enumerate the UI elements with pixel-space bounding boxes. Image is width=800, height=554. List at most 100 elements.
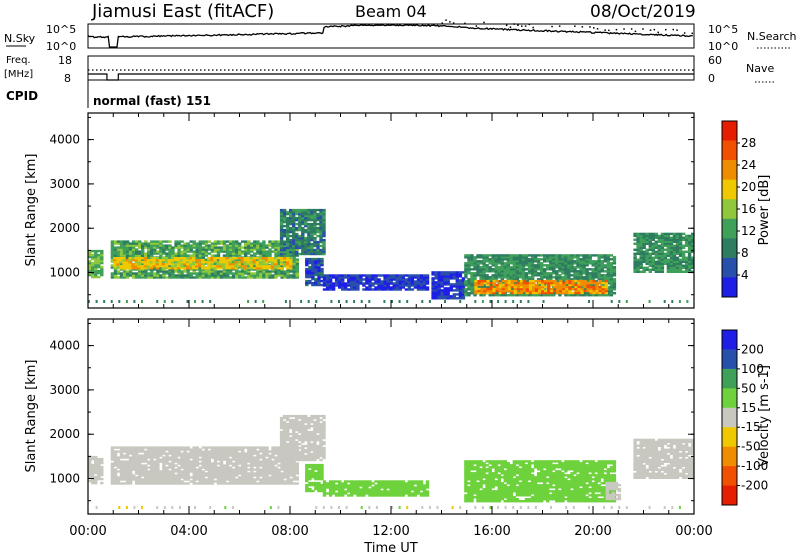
heatmap-cell bbox=[497, 254, 501, 257]
heatmap-cell bbox=[464, 256, 468, 259]
heatmap-cell bbox=[609, 278, 614, 281]
heatmap-cell bbox=[265, 448, 269, 451]
heatmap-cell bbox=[536, 260, 541, 263]
heatmap-cell bbox=[606, 254, 610, 257]
heatmap-cell bbox=[219, 267, 223, 270]
heatmap-cell bbox=[292, 272, 296, 275]
heatmap-cell bbox=[150, 452, 154, 455]
heatmap-cell bbox=[612, 270, 617, 273]
heatmap-cell bbox=[88, 273, 92, 277]
heatmap-cell bbox=[189, 254, 193, 257]
heatmap-cell bbox=[147, 274, 151, 277]
heatmap-cell bbox=[570, 278, 574, 281]
heatmap-cell bbox=[461, 281, 466, 284]
heatmap-cell bbox=[295, 268, 299, 271]
heatmap-cell bbox=[491, 262, 495, 265]
heatmap-cell bbox=[198, 276, 202, 279]
heatmap-cell bbox=[455, 275, 459, 278]
heatmap-cell bbox=[317, 261, 321, 265]
heatmap-cell bbox=[222, 267, 226, 270]
heatmap-cell bbox=[289, 248, 293, 252]
heatmap-cell bbox=[486, 281, 490, 285]
heatmap-cell bbox=[138, 246, 142, 249]
heatmap-cell bbox=[262, 452, 266, 455]
heatmap-cell bbox=[198, 270, 202, 273]
heatmap-cell bbox=[125, 246, 130, 249]
heatmap-cell bbox=[225, 454, 230, 457]
heatmap-cell bbox=[307, 228, 311, 232]
heatmap-cell bbox=[100, 465, 104, 469]
heatmap-cell bbox=[407, 280, 412, 283]
heatmap-cell bbox=[147, 250, 151, 253]
heatmap-cell bbox=[322, 228, 326, 232]
heatmap-cell bbox=[319, 244, 323, 248]
heatmap-cell bbox=[307, 246, 311, 250]
heatmap-cell bbox=[138, 470, 142, 473]
heatmap-cell bbox=[292, 276, 296, 279]
heatmap-cell bbox=[219, 458, 224, 461]
heatmap-cell bbox=[519, 281, 524, 285]
heatmap-cell bbox=[195, 464, 199, 467]
heatmap-cell bbox=[153, 470, 157, 473]
heatmap-cell bbox=[371, 282, 375, 285]
heatmap-cell bbox=[225, 470, 230, 473]
heatmap-cell bbox=[231, 259, 235, 262]
heatmap-cell bbox=[443, 295, 447, 298]
heatmap-cell bbox=[253, 246, 257, 249]
heatmap-cell bbox=[135, 248, 139, 251]
heatmap-cell bbox=[198, 458, 202, 461]
heatmap-cell bbox=[271, 270, 275, 273]
heatmap-cell bbox=[675, 266, 680, 269]
heatmap-cell bbox=[153, 464, 157, 467]
freq-y-bottom-right: 0 bbox=[708, 72, 715, 85]
heatmap-cell bbox=[235, 240, 239, 243]
heatmap-cell bbox=[286, 470, 290, 473]
heatmap-cell bbox=[573, 274, 577, 277]
heatmap-cell bbox=[213, 265, 217, 268]
heatmap-cell bbox=[183, 474, 187, 477]
heatmap-cell bbox=[458, 297, 463, 300]
heatmap-cell bbox=[97, 465, 101, 469]
heatmap-cell bbox=[519, 283, 524, 287]
heatmap-cell bbox=[241, 464, 245, 467]
heatmap-cell bbox=[331, 282, 336, 285]
heatmap-cell bbox=[100, 267, 104, 271]
heatmap-cell bbox=[174, 260, 178, 263]
heatmap-cell bbox=[131, 254, 136, 257]
heatmap-cell bbox=[286, 212, 290, 216]
heatmap-cell bbox=[467, 286, 471, 289]
heatmap-cell bbox=[515, 278, 520, 281]
heatmap-cell bbox=[283, 472, 287, 475]
heatmap-cell bbox=[274, 272, 278, 275]
heatmap-cell bbox=[119, 261, 123, 264]
heatmap-cell bbox=[207, 468, 212, 471]
heatmap-cell bbox=[222, 464, 227, 467]
heatmap-cell bbox=[509, 268, 514, 271]
heatmap-cell bbox=[174, 476, 178, 479]
heatmap-cell bbox=[553, 279, 557, 283]
heatmap-cell bbox=[489, 285, 493, 289]
heatmap-cell bbox=[308, 275, 312, 279]
heatmap-cell bbox=[497, 266, 501, 269]
heatmap-cell bbox=[576, 294, 580, 297]
heatmap-cell bbox=[119, 448, 124, 451]
heatmap-cell bbox=[280, 460, 284, 463]
heatmap-cell bbox=[612, 266, 617, 269]
heatmap-cell bbox=[274, 274, 278, 277]
heatmap-cell bbox=[125, 240, 130, 243]
heatmap-cell bbox=[410, 278, 415, 281]
heatmap-cell bbox=[473, 272, 477, 275]
heatmap-cell bbox=[654, 256, 658, 259]
heatmap-cell bbox=[262, 476, 266, 479]
heatmap-cell bbox=[262, 274, 266, 277]
heatmap-cell bbox=[153, 478, 157, 481]
heatmap-cell bbox=[577, 291, 581, 295]
heatmap-cell bbox=[192, 252, 196, 255]
heatmap-cell bbox=[179, 261, 184, 264]
heatmap-cell bbox=[273, 257, 278, 260]
heatmap-cell bbox=[663, 232, 668, 236]
heatmap-cell bbox=[515, 290, 520, 293]
heatmap-cell bbox=[274, 460, 278, 463]
heatmap-cell bbox=[122, 265, 126, 268]
heatmap-cell bbox=[162, 482, 166, 485]
